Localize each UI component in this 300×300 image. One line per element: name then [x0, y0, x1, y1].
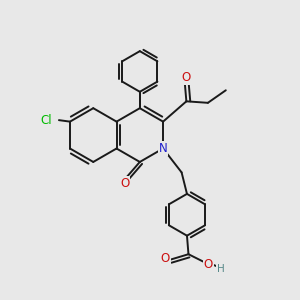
Text: H: H	[217, 263, 225, 274]
Text: O: O	[120, 177, 130, 190]
Text: O: O	[160, 252, 170, 265]
Text: Cl: Cl	[40, 114, 52, 127]
Text: O: O	[204, 258, 213, 271]
Text: O: O	[182, 71, 191, 84]
Text: N: N	[159, 142, 167, 155]
